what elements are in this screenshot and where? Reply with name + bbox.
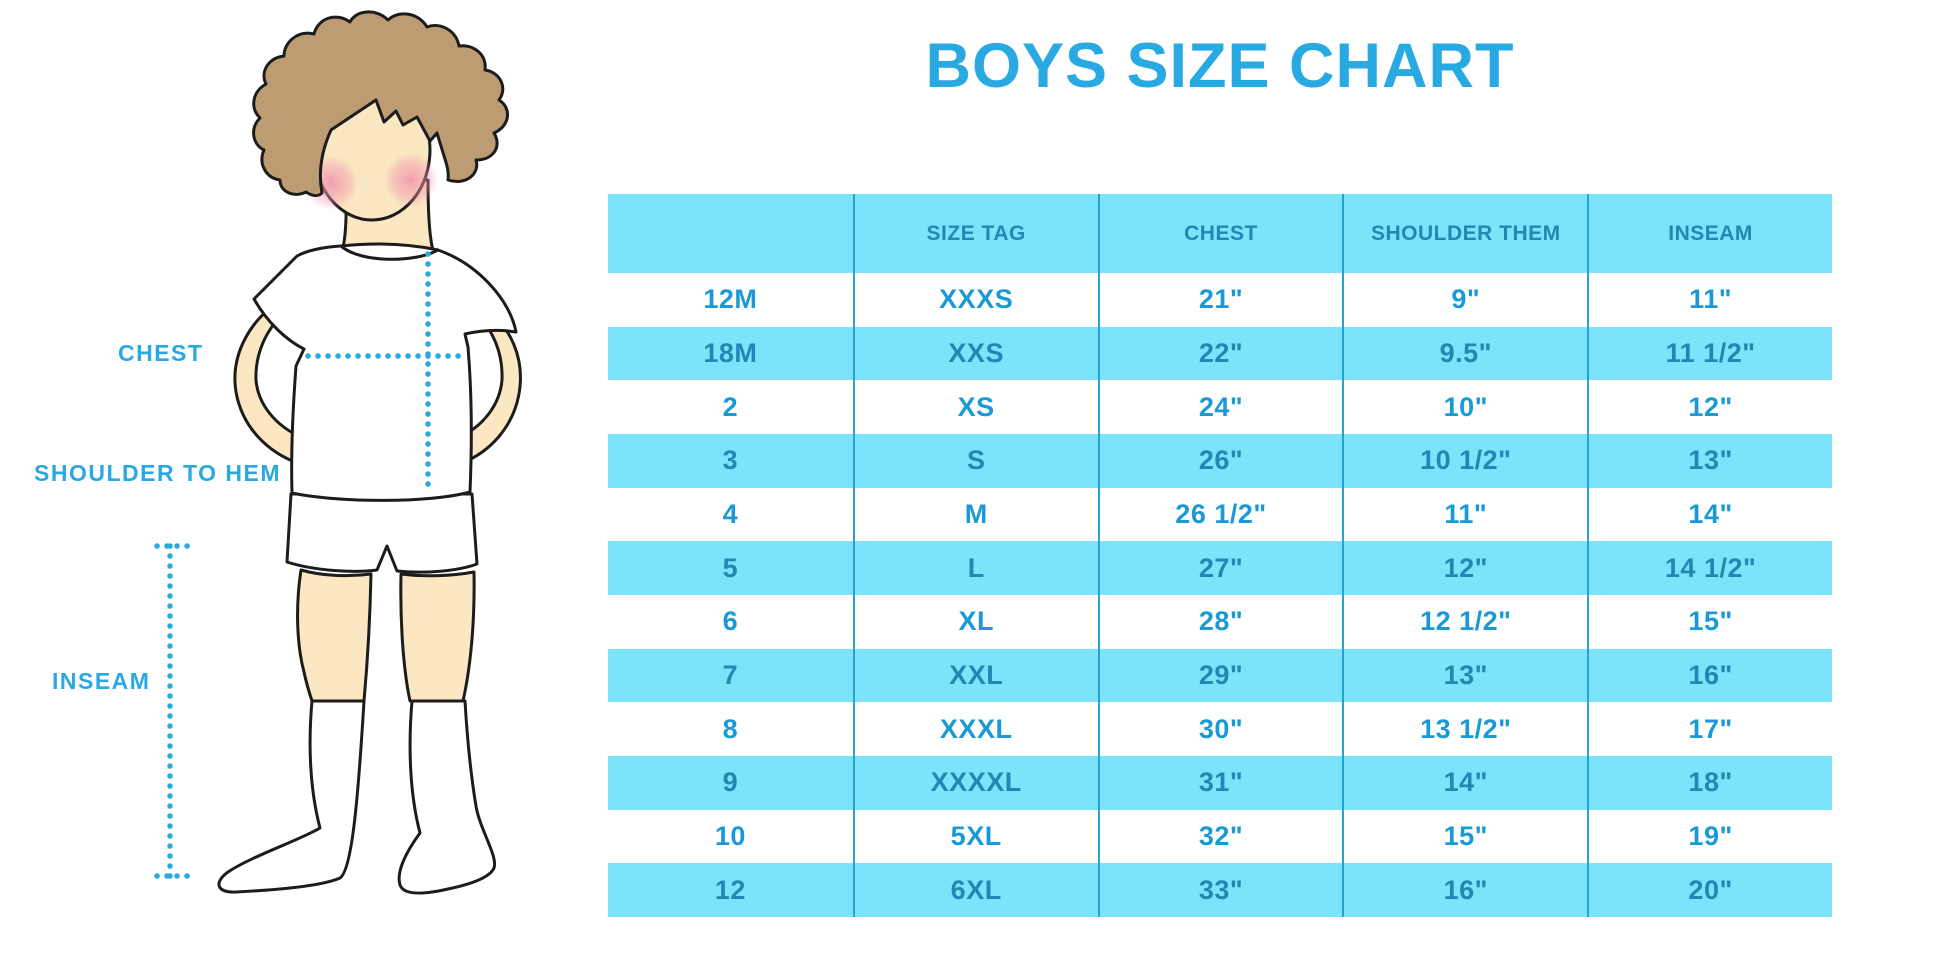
row-value-cell: 24": [1097, 380, 1343, 434]
row-value-cell: 26 1/2": [1097, 487, 1343, 542]
row-value-cell: 32": [1097, 809, 1343, 864]
boy-tshirt: [252, 242, 518, 502]
boy-right-leg: [399, 570, 476, 703]
boy-hair: [252, 10, 509, 197]
row-value-cell: 29": [1097, 648, 1343, 703]
row-value-cell: S: [852, 433, 1098, 488]
header-cell-inseam: INSEAM: [1587, 194, 1832, 273]
row-value-cell: 16": [1342, 863, 1588, 917]
header-cell-chest: CHEST: [1097, 194, 1343, 273]
row-value-cell: 11 1/2": [1587, 326, 1832, 381]
row-value-cell: 11": [1342, 487, 1588, 542]
row-value-cell: 13": [1587, 433, 1832, 488]
row-value-cell: 33": [1097, 863, 1343, 917]
row-size-cell: 8: [608, 702, 853, 756]
row-size-cell: 10: [608, 809, 853, 864]
row-value-cell: 17": [1587, 702, 1832, 756]
row-value-cell: 14": [1587, 487, 1832, 542]
row-value-cell: 26": [1097, 433, 1343, 488]
row-value-cell: 13 1/2": [1342, 702, 1588, 756]
row-size-cell: 18M: [608, 326, 853, 381]
row-size-cell: 4: [608, 487, 853, 542]
row-value-cell: 12 1/2": [1342, 594, 1588, 649]
row-value-cell: 15": [1587, 594, 1832, 649]
boy-left-sock: [217, 699, 366, 894]
row-size-cell: 6: [608, 594, 853, 649]
header-cell-size-tag: SIZE TAG: [852, 194, 1098, 273]
row-value-cell: 15": [1342, 809, 1588, 864]
row-value-cell: XS: [852, 380, 1098, 434]
row-value-cell: 19": [1587, 809, 1832, 864]
row-value-cell: XXXXL: [852, 755, 1098, 810]
boy-right-sock: [397, 699, 497, 895]
size-table: SIZE TAG CHEST SHOULDER THEM INSEAM 12M X…: [608, 194, 1832, 917]
header-cell-size: [608, 194, 853, 273]
blush-right: [384, 153, 438, 207]
chest-label: CHEST: [118, 340, 204, 366]
boy-shorts: [285, 492, 479, 574]
row-value-cell: 10 1/2": [1342, 433, 1588, 488]
row-value-cell: XXL: [852, 648, 1098, 703]
row-value-cell: 9": [1342, 273, 1588, 327]
row-size-cell: 2: [608, 380, 853, 434]
measurement-figure: CHEST SHOULDER TO HEM INSEAM: [0, 0, 600, 973]
row-value-cell: 10": [1342, 380, 1588, 434]
row-value-cell: 28": [1097, 594, 1343, 649]
row-value-cell: 13": [1342, 648, 1588, 703]
row-value-cell: M: [852, 487, 1098, 542]
boy-left-leg: [296, 568, 373, 703]
row-value-cell: 31": [1097, 755, 1343, 810]
row-value-cell: 14 1/2": [1587, 541, 1832, 595]
row-value-cell: 21": [1097, 273, 1343, 327]
row-value-cell: 12": [1587, 380, 1832, 434]
row-value-cell: XXXS: [852, 273, 1098, 327]
page-title: BOYS SIZE CHART: [925, 31, 1515, 101]
row-size-cell: 3: [608, 433, 853, 488]
row-value-cell: 9.5": [1342, 326, 1588, 381]
row-value-cell: XXXL: [852, 702, 1098, 756]
row-value-cell: 14": [1342, 755, 1588, 810]
row-value-cell: 22": [1097, 326, 1343, 381]
boy-illustration: [154, 10, 522, 895]
row-value-cell: 6XL: [852, 863, 1098, 917]
row-size-cell: 9: [608, 755, 853, 810]
row-value-cell: XL: [852, 594, 1098, 649]
inseam-label: INSEAM: [52, 668, 151, 694]
row-value-cell: 27": [1097, 541, 1343, 595]
row-size-cell: 5: [608, 541, 853, 595]
row-size-cell: 12M: [608, 273, 853, 327]
row-size-cell: 7: [608, 648, 853, 703]
row-value-cell: 30": [1097, 702, 1343, 756]
row-value-cell: L: [852, 541, 1098, 595]
row-value-cell: 5XL: [852, 809, 1098, 864]
row-value-cell: 12": [1342, 541, 1588, 595]
row-value-cell: 11": [1587, 273, 1832, 327]
header-cell-shoulder-them: SHOULDER THEM: [1342, 194, 1588, 273]
row-value-cell: XXS: [852, 326, 1098, 381]
row-value-cell: 20": [1587, 863, 1832, 917]
row-value-cell: 16": [1587, 648, 1832, 703]
row-size-cell: 12: [608, 863, 853, 917]
shoulder-to-hem-label: SHOULDER TO HEM: [34, 460, 281, 486]
row-value-cell: 18": [1587, 755, 1832, 810]
